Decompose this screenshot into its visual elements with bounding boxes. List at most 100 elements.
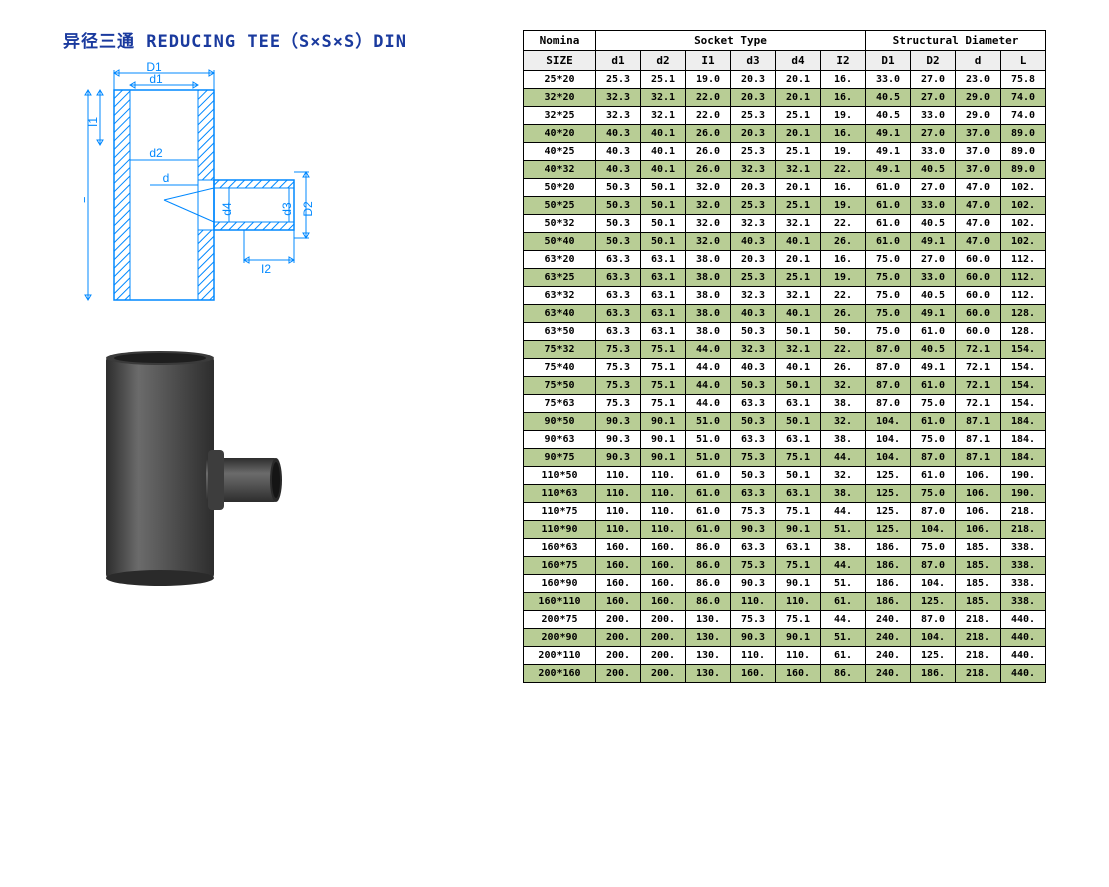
table-cell: 185. [956, 557, 1001, 575]
table-cell: 50.3 [731, 323, 776, 341]
table-cell: 40.3 [596, 161, 641, 179]
dim-d3: d3 [280, 202, 294, 216]
table-cell: 61.0 [686, 467, 731, 485]
table-cell: 20.1 [776, 251, 821, 269]
table-cell: 40.1 [641, 125, 686, 143]
table-cell: 37.0 [956, 125, 1001, 143]
table-cell: 40.3 [596, 125, 641, 143]
table-cell: 130. [686, 611, 731, 629]
table-cell: 40.5 [911, 161, 956, 179]
table-cell: 154. [1001, 359, 1046, 377]
table-cell: 190. [1001, 485, 1046, 503]
table-row: 75*5075.375.144.050.350.132.87.061.072.1… [524, 377, 1046, 395]
page-title: 异径三通 REDUCING TEE（S×S×S）DIN [63, 27, 407, 52]
hdr-struct: Structural Diameter [866, 31, 1046, 51]
table-cell: 89.0 [1001, 143, 1046, 161]
table-cell: 186. [866, 539, 911, 557]
table-cell: 200*110 [524, 647, 596, 665]
col-size: SIZE [524, 51, 596, 71]
table-cell: 130. [686, 647, 731, 665]
table-row: 200*110200.200.130.110.110.61.240.125.21… [524, 647, 1046, 665]
table-cell: 86.0 [686, 593, 731, 611]
table-cell: 50*20 [524, 179, 596, 197]
table-cell: 90.1 [641, 431, 686, 449]
spec-table: Nomina Socket Type Structural Diameter S… [523, 30, 1046, 683]
table-cell: 20.3 [731, 71, 776, 89]
table-cell: 87.0 [866, 377, 911, 395]
table-cell: 38.0 [686, 305, 731, 323]
table-row: 63*4063.363.138.040.340.126.75.049.160.0… [524, 305, 1046, 323]
table-cell: 50.3 [596, 233, 641, 251]
table-cell: 186. [911, 665, 956, 683]
table-cell: 75.3 [731, 449, 776, 467]
table-cell: 60.0 [956, 287, 1001, 305]
table-cell: 75.1 [776, 449, 821, 467]
table-cell: 75*63 [524, 395, 596, 413]
table-cell: 38. [821, 485, 866, 503]
table-cell: 32.3 [596, 89, 641, 107]
table-cell: 50*32 [524, 215, 596, 233]
table-cell: 63.1 [776, 395, 821, 413]
table-cell: 22.0 [686, 89, 731, 107]
table-cell: 87.0 [911, 503, 956, 521]
table-cell: 63.1 [641, 323, 686, 341]
table-row: 110*90110.110.61.090.390.151.125.104.106… [524, 521, 1046, 539]
table-cell: 110*63 [524, 485, 596, 503]
table-cell: 25.1 [776, 269, 821, 287]
table-cell: 130. [686, 665, 731, 683]
table-cell: 61.0 [911, 467, 956, 485]
table-cell: 61.0 [911, 377, 956, 395]
table-cell: 75.0 [911, 395, 956, 413]
table-cell: 32.1 [641, 89, 686, 107]
table-cell: 74.0 [1001, 89, 1046, 107]
table-cell: 40.3 [596, 143, 641, 161]
table-cell: 75*32 [524, 341, 596, 359]
table-cell: 40.5 [866, 89, 911, 107]
table-cell: 20.1 [776, 125, 821, 143]
table-cell: 25.3 [731, 269, 776, 287]
table-cell: 49.1 [911, 233, 956, 251]
table-cell: 190. [1001, 467, 1046, 485]
table-cell: 184. [1001, 413, 1046, 431]
table-cell: 50.3 [596, 215, 641, 233]
table-cell: 51. [821, 575, 866, 593]
table-cell: 26. [821, 233, 866, 251]
table-cell: 104. [911, 521, 956, 539]
table-cell: 63*40 [524, 305, 596, 323]
table-cell: 19.0 [686, 71, 731, 89]
table-cell: 154. [1001, 395, 1046, 413]
table-cell: 87.0 [911, 611, 956, 629]
table-row: 63*2563.363.138.025.325.119.75.033.060.0… [524, 269, 1046, 287]
table-cell: 75.1 [776, 557, 821, 575]
product-photo [88, 350, 293, 590]
table-cell: 110. [641, 521, 686, 539]
table-cell: 86.0 [686, 539, 731, 557]
table-cell: 125. [911, 593, 956, 611]
table-cell: 128. [1001, 323, 1046, 341]
table-cell: 50.3 [731, 377, 776, 395]
table-cell: 20.3 [731, 179, 776, 197]
dim-L: L [84, 196, 88, 203]
table-cell: 63.3 [596, 323, 641, 341]
table-cell: 32.0 [686, 179, 731, 197]
table-cell: 49.1 [911, 305, 956, 323]
table-cell: 218. [956, 647, 1001, 665]
table-cell: 110*75 [524, 503, 596, 521]
table-cell: 19. [821, 143, 866, 161]
table-row: 63*3263.363.138.032.332.122.75.040.560.0… [524, 287, 1046, 305]
table-row: 75*3275.375.144.032.332.122.87.040.572.1… [524, 341, 1046, 359]
table-cell: 154. [1001, 341, 1046, 359]
table-cell: 40.3 [731, 233, 776, 251]
table-cell: 33.0 [911, 107, 956, 125]
table-cell: 90.3 [596, 449, 641, 467]
table-cell: 338. [1001, 575, 1046, 593]
table-cell: 25.1 [776, 107, 821, 125]
table-cell: 240. [866, 629, 911, 647]
table-cell: 40.5 [866, 107, 911, 125]
table-cell: 63*20 [524, 251, 596, 269]
table-cell: 160*90 [524, 575, 596, 593]
table-row: 40*2540.340.126.025.325.119.49.133.037.0… [524, 143, 1046, 161]
table-cell: 20.1 [776, 179, 821, 197]
table-cell: 90*63 [524, 431, 596, 449]
table-cell: 63.1 [641, 269, 686, 287]
